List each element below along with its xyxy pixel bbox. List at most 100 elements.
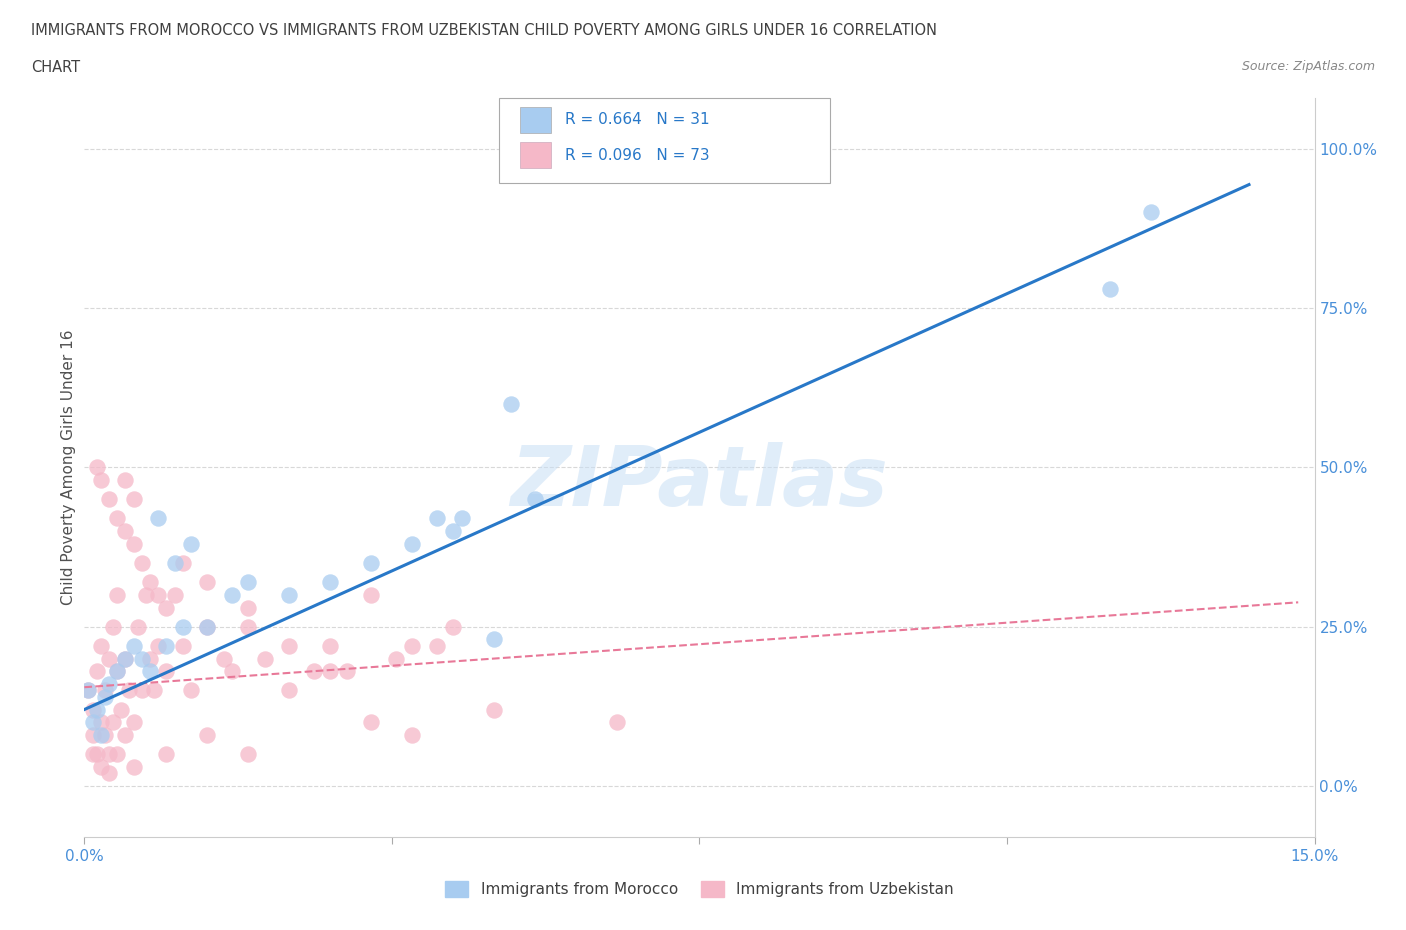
Point: [336, 664, 359, 679]
Point: [114, 651, 136, 666]
Point: [122, 715, 145, 730]
Point: [253, 651, 276, 666]
Point: [122, 638, 145, 653]
Point: [524, 492, 547, 507]
Text: IMMIGRANTS FROM MOROCCO VS IMMIGRANTS FROM UZBEKISTAN CHILD POVERTY AMONG GIRLS : IMMIGRANTS FROM MOROCCO VS IMMIGRANTS FR…: [31, 23, 936, 38]
Point: [278, 588, 301, 603]
Point: [499, 396, 522, 411]
Point: [426, 638, 449, 653]
Point: [163, 555, 186, 570]
Point: [155, 600, 177, 615]
Point: [77, 683, 100, 698]
Point: [148, 638, 170, 653]
Point: [385, 651, 408, 666]
Y-axis label: Child Poverty Among Girls Under 16: Child Poverty Among Girls Under 16: [60, 329, 76, 605]
Point: [131, 683, 153, 698]
Text: R = 0.664   N = 31: R = 0.664 N = 31: [565, 113, 710, 127]
Point: [122, 492, 145, 507]
Point: [90, 727, 112, 742]
Point: [94, 683, 117, 698]
Point: [105, 664, 128, 679]
Point: [450, 511, 472, 525]
Point: [484, 632, 506, 647]
Point: [401, 727, 423, 742]
Point: [105, 747, 128, 762]
Point: [98, 651, 120, 666]
Point: [101, 715, 124, 730]
Point: [172, 638, 194, 653]
Point: [139, 651, 162, 666]
Point: [360, 588, 382, 603]
Point: [163, 588, 186, 603]
Point: [443, 619, 465, 634]
Point: [221, 664, 243, 679]
Point: [105, 511, 128, 525]
Point: [101, 619, 124, 634]
Point: [155, 747, 177, 762]
Point: [180, 683, 202, 698]
Point: [426, 511, 449, 525]
Point: [238, 600, 260, 615]
Point: [131, 651, 153, 666]
Point: [86, 747, 108, 762]
Point: [197, 575, 219, 590]
Point: [1098, 282, 1121, 297]
Text: CHART: CHART: [31, 60, 80, 75]
Point: [155, 664, 177, 679]
Point: [86, 460, 108, 474]
Point: [238, 575, 260, 590]
Point: [155, 638, 177, 653]
Point: [360, 715, 382, 730]
Point: [82, 715, 104, 730]
Point: [319, 664, 342, 679]
Point: [221, 588, 243, 603]
Point: [122, 537, 145, 551]
Point: [606, 715, 628, 730]
Point: [90, 760, 112, 775]
Point: [131, 555, 153, 570]
Point: [278, 638, 301, 653]
Point: [90, 472, 112, 487]
Point: [98, 492, 120, 507]
Point: [114, 651, 136, 666]
Point: [401, 638, 423, 653]
Point: [148, 511, 170, 525]
Point: [302, 664, 325, 679]
Point: [484, 702, 506, 717]
Point: [197, 619, 219, 634]
Point: [82, 727, 104, 742]
Point: [98, 765, 120, 780]
Point: [139, 575, 162, 590]
Point: [110, 702, 132, 717]
Point: [94, 689, 117, 704]
Point: [172, 619, 194, 634]
Point: [278, 683, 301, 698]
Point: [118, 683, 141, 698]
Point: [212, 651, 235, 666]
Point: [77, 683, 100, 698]
Point: [148, 588, 170, 603]
Point: [127, 619, 149, 634]
Point: [360, 555, 382, 570]
Point: [1139, 205, 1161, 219]
Point: [135, 588, 157, 603]
Legend: Immigrants from Morocco, Immigrants from Uzbekistan: Immigrants from Morocco, Immigrants from…: [439, 875, 960, 903]
Point: [238, 619, 260, 634]
Point: [114, 727, 136, 742]
Point: [143, 683, 166, 698]
Point: [105, 664, 128, 679]
Point: [82, 702, 104, 717]
Point: [82, 747, 104, 762]
Point: [114, 472, 136, 487]
Point: [139, 664, 162, 679]
Point: [443, 524, 465, 538]
Point: [90, 638, 112, 653]
Text: R = 0.096   N = 73: R = 0.096 N = 73: [565, 148, 710, 163]
Point: [90, 715, 112, 730]
Text: Source: ZipAtlas.com: Source: ZipAtlas.com: [1241, 60, 1375, 73]
Point: [180, 537, 202, 551]
Point: [114, 524, 136, 538]
Point: [86, 702, 108, 717]
Point: [319, 638, 342, 653]
Point: [401, 537, 423, 551]
